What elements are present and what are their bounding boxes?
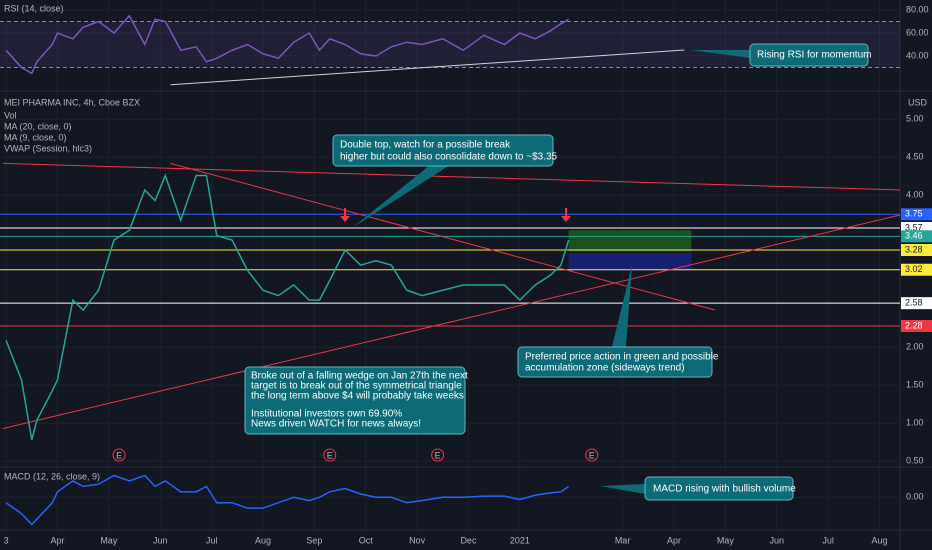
x-tick-label: Jun bbox=[153, 535, 168, 545]
price-tag-label: 3.57 bbox=[905, 222, 923, 232]
x-tick-label: Apr bbox=[50, 535, 64, 545]
callout: Double top, watch for a possible break h… bbox=[332, 134, 558, 228]
legend: VWAP (Session, hlc3) bbox=[4, 143, 92, 153]
zone bbox=[568, 230, 692, 252]
x-tick-label: Nov bbox=[409, 535, 426, 545]
note-text: News driven WATCH for news always! bbox=[251, 419, 421, 430]
trendline bbox=[2, 214, 901, 430]
y-tick-label: 80.00 bbox=[906, 4, 929, 14]
rsi-title: RSI (14, close) bbox=[4, 3, 64, 13]
price-tag bbox=[901, 208, 932, 221]
zone bbox=[568, 253, 692, 271]
x-tick-label: Apr bbox=[667, 535, 681, 545]
x-tick-label: Jul bbox=[822, 535, 834, 545]
y-tick-label: 0.00 bbox=[906, 492, 924, 502]
x-tick-label: 2021 bbox=[510, 535, 530, 545]
note-text: Double top, watch for a possible break bbox=[340, 140, 511, 151]
series-line bbox=[5, 474, 570, 526]
earnings-marker bbox=[585, 448, 599, 462]
note-text: higher but could also consolidate down t… bbox=[340, 152, 558, 163]
earnings-label: E bbox=[435, 450, 441, 460]
earnings-label: E bbox=[589, 450, 595, 460]
arrow bbox=[561, 208, 571, 222]
price-tag-label: 2.58 bbox=[905, 298, 923, 308]
note-text: MACD rising with bullish volume bbox=[653, 484, 796, 495]
note-text: accumulation zone (sideways trend) bbox=[525, 363, 685, 374]
x-tick-label: Oct bbox=[359, 535, 374, 545]
note-text: Broke out of a falling wedge on Jan 27th… bbox=[251, 371, 468, 382]
callout: MACD rising with bullish volume bbox=[600, 476, 796, 501]
price-tag bbox=[901, 297, 932, 310]
earnings-label: E bbox=[327, 450, 333, 460]
note-text: Preferred price action in green and poss… bbox=[525, 352, 719, 363]
callout: Preferred price action in green and poss… bbox=[517, 265, 719, 378]
legend: Vol bbox=[4, 110, 17, 120]
callout: Broke out of a falling wedge on Jan 27th… bbox=[244, 366, 468, 435]
legend: MA (20, close, 0) bbox=[4, 121, 72, 131]
earnings-marker bbox=[112, 448, 126, 462]
price-tag bbox=[901, 230, 932, 243]
y-tick-label: 1.50 bbox=[906, 380, 924, 390]
y-tick-label: 4.50 bbox=[906, 152, 924, 162]
arrow bbox=[340, 208, 350, 222]
series-line bbox=[5, 14, 570, 75]
currency: USD bbox=[908, 97, 928, 107]
y-tick-label: 60.00 bbox=[906, 27, 929, 37]
trendline bbox=[170, 162, 716, 311]
earnings-label: E bbox=[116, 450, 122, 460]
macd-title: MACD (12, 26, close, 9) bbox=[4, 471, 100, 481]
x-tick-label: May bbox=[100, 535, 118, 545]
price-tag-label: 3.02 bbox=[905, 264, 923, 274]
x-tick-label: Aug bbox=[255, 535, 271, 545]
legend: MA (9, close, 0) bbox=[4, 132, 67, 142]
note-text: Institutional investors own 69.90% bbox=[251, 409, 402, 420]
x-tick-label: Aug bbox=[871, 535, 887, 545]
x-tick-label: Mar bbox=[615, 535, 631, 545]
callout: Rising RSI for momentum bbox=[690, 43, 871, 67]
price-tag-label: 3.28 bbox=[905, 244, 923, 254]
earnings-marker bbox=[323, 448, 337, 462]
y-tick-label: 4.00 bbox=[906, 190, 924, 200]
price-tag-label: 3.46 bbox=[905, 231, 923, 241]
note-text: the long term above $4 will probably tak… bbox=[251, 391, 464, 402]
y-tick-label: 40.00 bbox=[906, 50, 929, 60]
x-tick-label: Jun bbox=[769, 535, 784, 545]
price-tag bbox=[901, 263, 932, 276]
price-tag-label: 3.75 bbox=[905, 209, 923, 219]
price-tag bbox=[901, 319, 932, 332]
x-tick-label: 3 bbox=[4, 535, 9, 545]
x-tick-label: Sep bbox=[306, 535, 322, 545]
price-tag bbox=[901, 243, 932, 256]
y-tick-label: 1.00 bbox=[906, 418, 924, 428]
x-tick-label: May bbox=[717, 535, 735, 545]
y-tick-label: 2.00 bbox=[906, 342, 924, 352]
trendline bbox=[170, 49, 685, 86]
y-tick-label: 0.50 bbox=[906, 456, 924, 466]
note-text: Rising RSI for momentum bbox=[757, 50, 871, 61]
price-tag-label: 2.28 bbox=[905, 320, 923, 330]
x-tick-label: Jul bbox=[206, 535, 218, 545]
y-tick-label: 5.00 bbox=[906, 114, 924, 124]
note-text: target is to break out of the symmetrica… bbox=[251, 381, 462, 392]
trendline bbox=[2, 162, 901, 191]
price-title: MEI PHARMA INC, 4h, Cboe BZX bbox=[4, 97, 140, 107]
x-tick-label: Dec bbox=[460, 535, 477, 545]
series-line bbox=[5, 173, 570, 441]
earnings-marker bbox=[431, 448, 445, 462]
